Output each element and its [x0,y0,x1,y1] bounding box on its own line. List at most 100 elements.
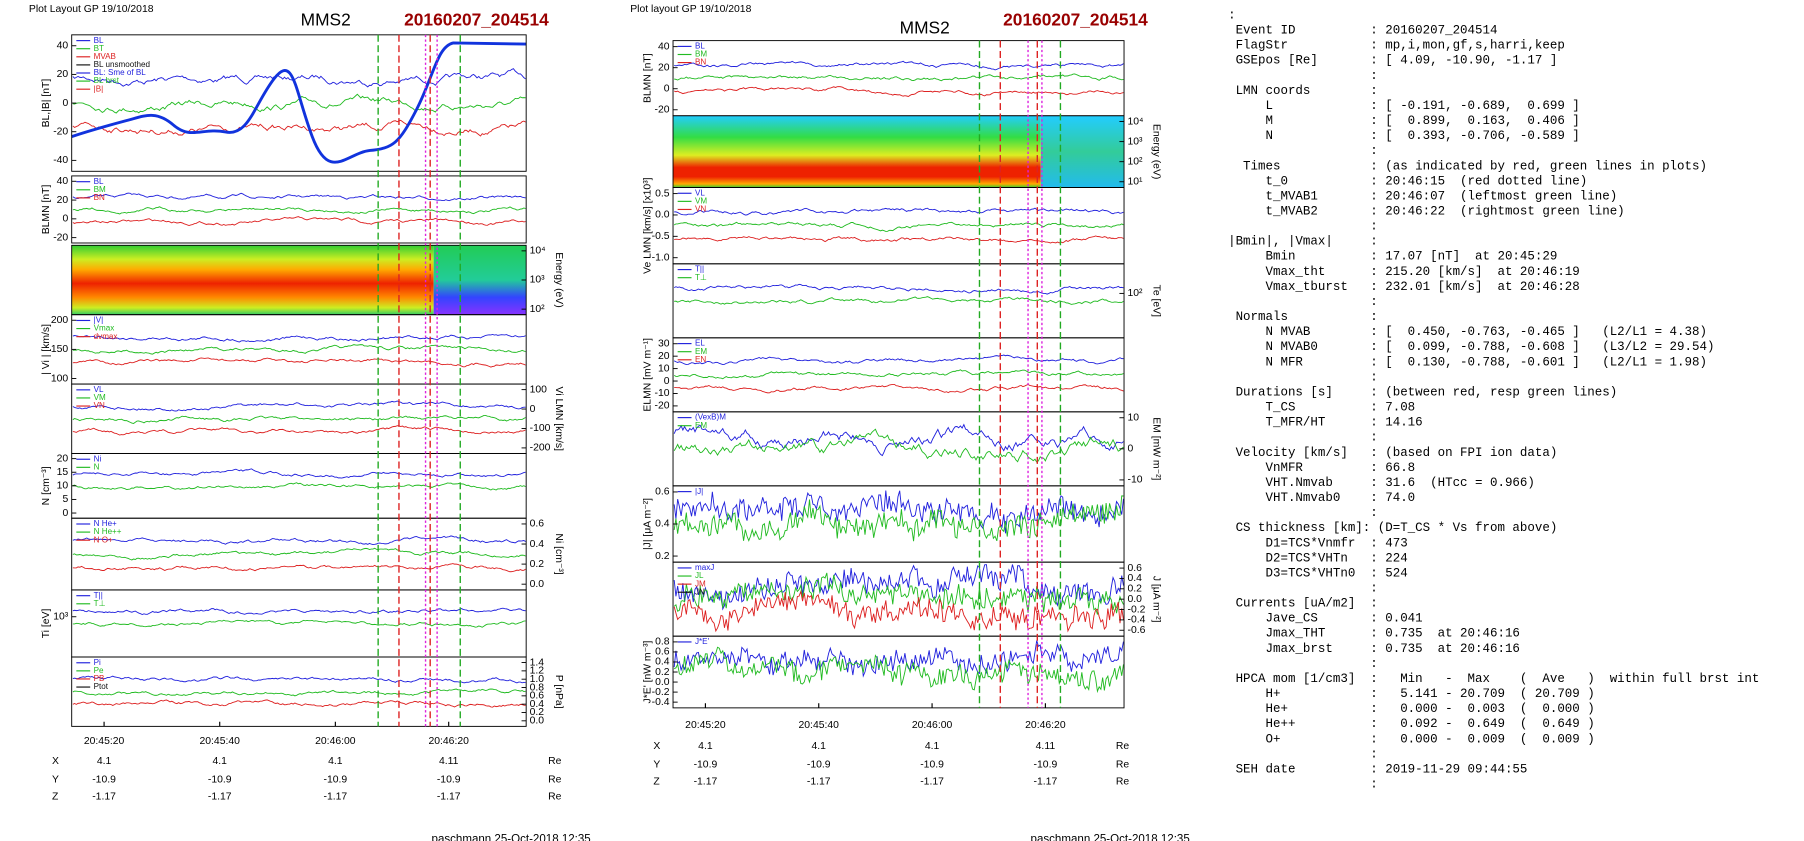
legend-label: J*E' [695,637,710,646]
y-tick-label: 0.8 [530,682,545,693]
legend-label: maxJ [695,563,714,572]
legend-label: N O+ [94,535,113,544]
trace [72,482,526,491]
summary-line: : [1228,581,1378,595]
row-value: -1.17 [437,792,461,803]
summary-line: O+ : 0.000 - 0.009 ( 0.009 ) [1228,732,1595,746]
row-unit: Re [1116,741,1130,752]
legend-label: BL brst [94,76,120,85]
trace [673,369,1124,380]
trace [72,344,526,355]
row-label: X [653,741,660,752]
legend-label: JM [695,579,706,588]
legend-label: BM [94,185,106,194]
y-tick-label: 10 [658,363,670,374]
spectrogram [673,115,1041,188]
trace [72,68,526,88]
summary-line: D3=TCS*VHTn0 : 524 [1228,566,1408,580]
trace [673,640,1124,678]
summary-line: Vmax_tht : 215.20 [km/s] at 20:46:19 [1228,265,1580,279]
summary-line: Jave_CS : 0.041 [1228,612,1423,626]
y-tick-label: 20 [57,195,69,206]
legend-label: T|| [94,591,103,600]
y-tick-label: -100 [530,423,551,434]
row-value: 4.11 [439,756,459,767]
trace [674,383,1124,394]
y-axis-label: Ti [eV] [41,609,52,639]
y-tick-label: 0 [1128,444,1134,455]
legend-label: T|| [695,265,704,274]
spectrogram [1040,115,1125,188]
y-tick-label: 10 [57,481,69,492]
row-value: 4.1 [812,741,827,752]
y-tick-label: -0.5 [652,231,670,242]
legend-label: VM [94,393,106,402]
legend-label: Vmax [94,324,115,333]
row-value: -10.9 [92,774,116,785]
legend-label: BL [94,177,104,186]
trace [72,206,526,215]
y-tick-label: 150 [51,344,69,355]
x-tick-label: 20:46:00 [912,720,953,731]
plot-header: Plot layout GP 19/10/2018 [630,4,751,15]
legend-label: |B| [94,84,104,93]
summary-line: T_CS : 7.08 [1228,401,1415,415]
y-tick-label: 0.0 [530,716,545,727]
row-label: Y [653,759,660,770]
y-tick-label: -20 [53,126,68,137]
y-axis-label: Energy (eV) [1151,124,1162,179]
trace [674,235,1124,244]
panel-frame [71,175,527,244]
legend-label: N [94,462,100,471]
legend-label: BM [695,50,707,59]
row-label: Z [52,792,59,803]
row-value: -10.9 [920,759,944,770]
row-value: 4.11 [1036,741,1056,752]
y-tick-label: 15 [57,467,69,478]
y-tick-label: 0.0 [655,210,670,221]
y-axis-label: BL,|B| [nT] [41,79,52,128]
y-tick-label: 30 [658,338,670,349]
legend-label: VN [94,401,105,410]
y-tick-label: 20 [658,351,670,362]
y-axis-label: EM [mW m⁻²] [1151,417,1162,480]
y-tick-label: 1.2 [530,666,545,677]
legend-label: Pe [94,666,104,675]
row-value: -1.17 [324,792,348,803]
trace [673,589,1124,633]
row-value: -1.17 [1034,777,1058,788]
y-tick-label: 0.2 [530,707,545,718]
summary-line: N MFR : [ 0.130, -0.788, -0.601 ] (L2/L1… [1228,355,1707,369]
trace [673,490,1124,534]
legend-label: |J| [695,487,703,496]
panel-frame [71,314,527,385]
y-tick-label: 100 [51,373,69,384]
trace [674,73,1124,82]
y-tick-label: 10² [1128,288,1144,299]
row-label: X [52,756,59,767]
row-value: -1.17 [807,777,831,788]
summary-line: t_MVAB2 : 20:46:22 (rightmost green line… [1228,205,1625,219]
panel-frame [71,34,527,172]
summary-line: M : [ 0.899, 0.163, 0.406 ] [1228,114,1580,128]
y-axis-label: J*E' [nW m⁻³] [642,640,653,703]
y-tick-label: 0 [530,404,536,415]
y-tick-label: 40 [57,41,69,52]
y-tick-label: 0.6 [530,691,545,702]
legend-label: PB [94,674,105,683]
trace [673,283,1124,295]
footer: paschmann 25-Oct-2018 12:35 [432,834,591,841]
legend-label: BT [94,44,104,53]
summary-line: : [1228,69,1378,83]
summary-line: N MVAB : [ 0.450, -0.763, -0.465 ] (L2/L… [1228,325,1707,339]
trace [72,619,526,628]
trace [72,607,526,616]
trace [72,547,526,561]
y-tick-label: 5 [62,494,68,505]
y-tick-label: 1.0 [530,674,545,685]
y-axis-label: BLMN [nT] [642,53,653,103]
legend-label: dvmax [94,332,118,341]
y-tick-label: 0.4 [1128,573,1143,584]
y-axis-label: Te [eV] [1151,285,1162,317]
legend-label: VL [695,188,705,197]
